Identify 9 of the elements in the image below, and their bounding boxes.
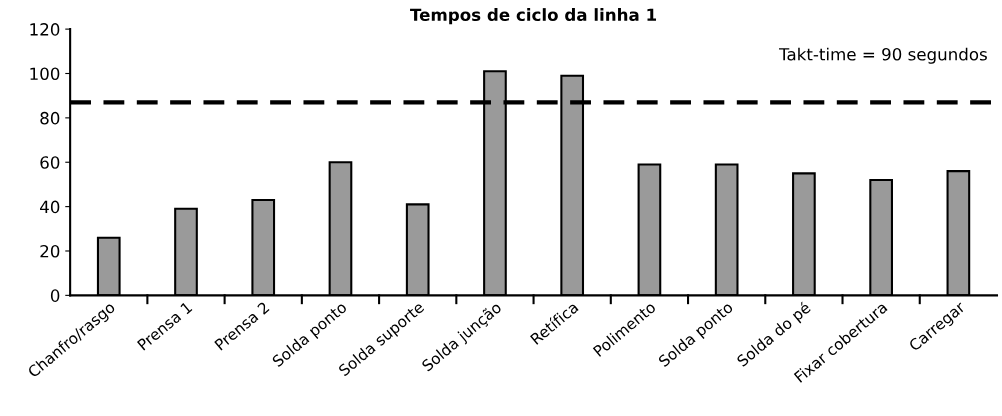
y-tick-label: 0	[50, 289, 60, 302]
y-tick-label: 60	[40, 156, 60, 169]
annotation: Takt-time = 90 segundos	[779, 47, 987, 64]
y-tick-label: 120	[30, 23, 60, 36]
y-tick-label: 20	[40, 244, 60, 258]
chart-title: Tempos de ciclo da linha 1	[410, 8, 657, 25]
y-tick-label: 100	[30, 67, 60, 81]
y-tick-label: 80	[40, 111, 60, 125]
y-tick-label: 40	[40, 200, 60, 214]
